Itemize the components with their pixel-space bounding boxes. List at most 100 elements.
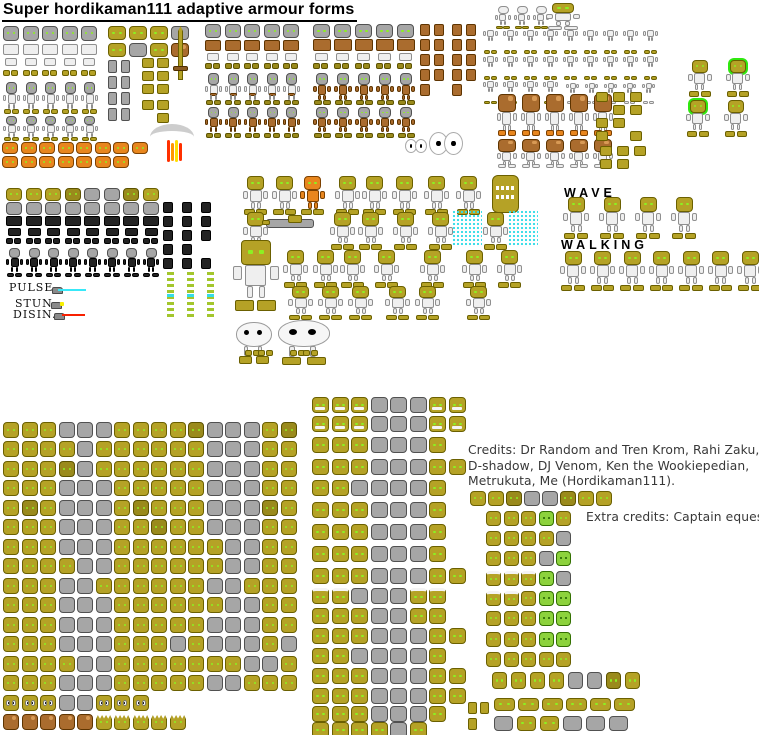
sprite-part — [491, 63, 493, 67]
eye — [290, 467, 294, 470]
eye — [71, 119, 74, 121]
eye — [565, 557, 568, 560]
sprite-part — [508, 15, 511, 20]
eye — [359, 29, 362, 32]
sprite-part — [406, 244, 417, 250]
sprite-part — [573, 89, 575, 93]
sprite-part — [631, 63, 633, 67]
sprite-head — [133, 461, 149, 477]
eye — [569, 256, 572, 259]
eye — [210, 662, 214, 665]
eye — [160, 486, 164, 489]
eye — [599, 497, 603, 500]
sprite-part — [89, 258, 97, 267]
sprite-part — [407, 127, 410, 132]
sprite-head — [466, 250, 483, 264]
sprite-part — [420, 24, 430, 36]
sprite-part — [78, 259, 81, 265]
sprite-head — [570, 139, 588, 152]
sprite-part — [264, 133, 271, 138]
eye — [160, 428, 164, 431]
eye — [495, 537, 498, 540]
sprite-head — [207, 597, 223, 613]
eye — [355, 530, 358, 533]
sprite-part — [534, 26, 541, 29]
sprite-part — [655, 57, 658, 62]
eye — [565, 597, 568, 600]
sprite-head — [114, 422, 130, 438]
eye — [49, 428, 53, 431]
eye — [524, 517, 527, 520]
eye — [257, 181, 260, 184]
sprite-part — [496, 244, 507, 250]
eye — [336, 694, 339, 697]
eye — [271, 584, 275, 587]
highlight — [12, 716, 17, 721]
sprite-part — [284, 282, 295, 288]
sprite-part — [381, 264, 393, 275]
eye — [197, 545, 201, 548]
sprite-part — [644, 50, 650, 54]
sprite-head — [77, 636, 93, 652]
eye — [5, 161, 9, 163]
sprite-part — [608, 83, 614, 89]
eye — [693, 105, 697, 108]
sprite-part — [89, 267, 91, 272]
sprite-part — [537, 153, 541, 159]
sprite-part — [669, 266, 674, 274]
sprite-part — [488, 88, 490, 92]
sprite-head — [332, 437, 349, 453]
sprite-part — [382, 275, 386, 281]
eye — [439, 694, 442, 697]
eye — [24, 147, 28, 149]
sprite-head — [371, 546, 388, 562]
sprite-part — [344, 237, 348, 243]
eye — [123, 486, 127, 489]
sprite-head — [114, 539, 130, 555]
sprite-part — [251, 202, 255, 209]
eye — [361, 508, 364, 511]
sprite-part — [145, 228, 158, 236]
eye — [68, 193, 72, 196]
sprite-head — [40, 441, 56, 457]
sprite-head — [113, 142, 129, 154]
sprite-head — [188, 558, 204, 574]
eye — [173, 447, 177, 450]
sprite-head — [429, 437, 446, 453]
eye — [179, 545, 183, 548]
sprite-part — [25, 58, 37, 66]
sprite-head — [48, 248, 59, 258]
sprite-head — [539, 632, 554, 647]
sprite-part — [320, 264, 332, 275]
eye — [85, 161, 89, 163]
sprite-head — [244, 24, 260, 38]
sprite-head — [504, 611, 519, 626]
eye — [542, 597, 545, 600]
sprite-part — [249, 118, 257, 127]
sprite-part — [538, 21, 540, 25]
sprite-head — [264, 24, 280, 38]
pupil — [26, 702, 28, 704]
sprite-head — [21, 142, 37, 154]
sprite-head — [351, 668, 368, 684]
flame-streak — [175, 140, 178, 162]
eye — [68, 662, 72, 665]
sprite-head — [640, 197, 657, 212]
eye — [355, 728, 358, 731]
eye — [336, 654, 339, 657]
sprite-head — [133, 422, 149, 438]
sprite-part — [234, 95, 236, 100]
sprite-head — [104, 188, 120, 201]
highlight — [181, 44, 187, 49]
sprite-head — [96, 558, 112, 574]
eye — [173, 662, 177, 665]
sprite-part — [225, 63, 232, 69]
sprite-head — [539, 652, 554, 667]
sprite-part — [50, 258, 58, 267]
sprite-part — [511, 275, 515, 281]
eye — [154, 31, 158, 34]
sprite-part — [620, 213, 625, 221]
sprite-head — [65, 116, 76, 125]
sprite-part — [11, 258, 19, 267]
sprite-head — [614, 698, 635, 711]
